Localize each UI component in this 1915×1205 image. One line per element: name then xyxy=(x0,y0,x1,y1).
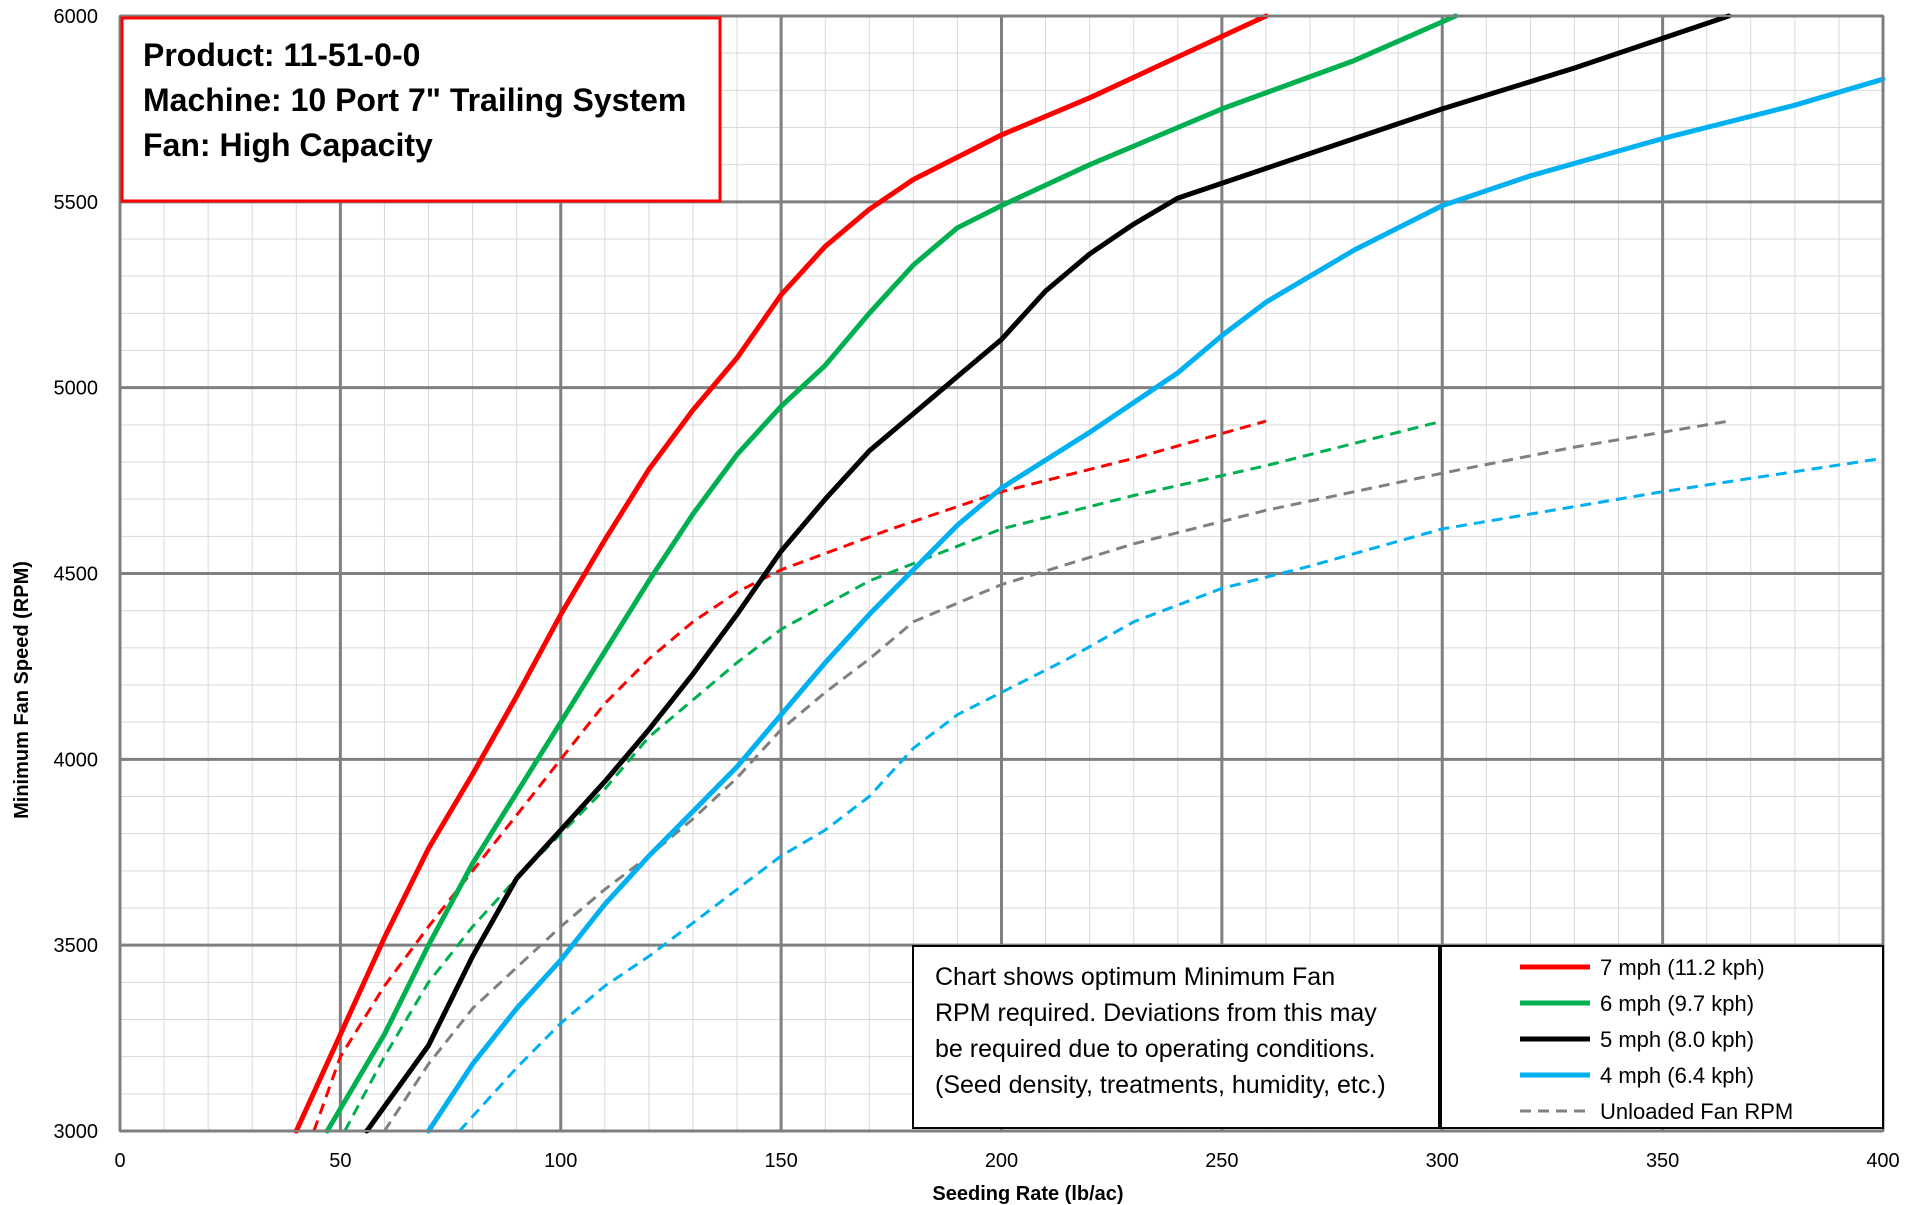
y-tick-label: 4000 xyxy=(54,749,99,771)
y-tick-label: 5000 xyxy=(54,378,99,400)
plot-frame xyxy=(119,15,1884,1132)
series-line-dashed-7 xyxy=(458,456,1884,1133)
y-axis-title: Minimum Fan Speed (RPM) xyxy=(11,561,33,819)
product-info-box: Product: 11-51-0-0 Machine: 10 Port 7" T… xyxy=(120,16,722,203)
series-line-solid-1 xyxy=(324,13,1458,1134)
series-line-solid-2 xyxy=(364,13,1732,1134)
series-layer xyxy=(293,13,1886,1134)
y-tick-label: 5500 xyxy=(54,192,99,214)
series-line-dashed-6 xyxy=(383,419,1729,1132)
note-line-3: be required due to operating conditions. xyxy=(935,1035,1376,1063)
x-tick-label: 350 xyxy=(1646,1150,1679,1172)
y-tick-label: 3500 xyxy=(54,935,99,957)
note-frame xyxy=(912,945,1440,1129)
y-tick-label: 4500 xyxy=(54,564,99,586)
x-axis-title: Seeding Rate (lb/ac) xyxy=(932,1183,1123,1205)
legend-label: 5 mph (8.0 kph) xyxy=(1600,1027,1754,1052)
y-tick-label: 6000 xyxy=(54,6,99,28)
x-tick-label: 400 xyxy=(1866,1150,1899,1172)
legend-label: 4 mph (6.4 kph) xyxy=(1600,1063,1754,1088)
legend-label: 6 mph (9.7 kph) xyxy=(1600,991,1754,1016)
x-tick-labels: 0 50 100 150 200 250 300 350 400 xyxy=(114,1150,1899,1172)
series-line-solid-3 xyxy=(426,76,1886,1134)
legend-label: Unloaded Fan RPM xyxy=(1600,1099,1793,1124)
note-line-1: Chart shows optimum Minimum Fan xyxy=(935,963,1335,991)
product-info-frame xyxy=(120,16,722,203)
fan-line: Fan: High Capacity xyxy=(143,127,433,163)
product-line: Product: 11-51-0-0 xyxy=(143,37,420,73)
legend: 7 mph (11.2 kph) 6 mph (9.7 kph) 5 mph (8.… xyxy=(1440,945,1884,1129)
series-line-solid-0 xyxy=(293,13,1269,1134)
y-tick-labels: 3000 3500 4000 4500 5000 5500 6000 xyxy=(54,6,99,1143)
legend-frame xyxy=(1440,945,1884,1129)
y-tick-label: 3000 xyxy=(54,1121,99,1143)
x-tick-label: 100 xyxy=(544,1150,577,1172)
legend-label: 7 mph (11.2 kph) xyxy=(1600,955,1765,980)
x-tick-label: 50 xyxy=(329,1150,351,1172)
x-tick-label: 0 xyxy=(114,1150,125,1172)
note-line-4: (Seed density, treatments, humidity, etc… xyxy=(935,1071,1386,1099)
note-box: Chart shows optimum Minimum Fan RPM requ… xyxy=(912,945,1440,1129)
note-line-2: RPM required. Deviations from this may xyxy=(935,999,1377,1027)
machine-line: Machine: 10 Port 7" Trailing System xyxy=(143,82,686,118)
x-tick-label: 300 xyxy=(1426,1150,1459,1172)
x-tick-label: 150 xyxy=(764,1150,797,1172)
x-tick-label: 250 xyxy=(1205,1150,1238,1172)
x-tick-label: 200 xyxy=(985,1150,1018,1172)
series-line-dashed-4 xyxy=(312,419,1267,1132)
series-line-dashed-5 xyxy=(343,419,1443,1132)
